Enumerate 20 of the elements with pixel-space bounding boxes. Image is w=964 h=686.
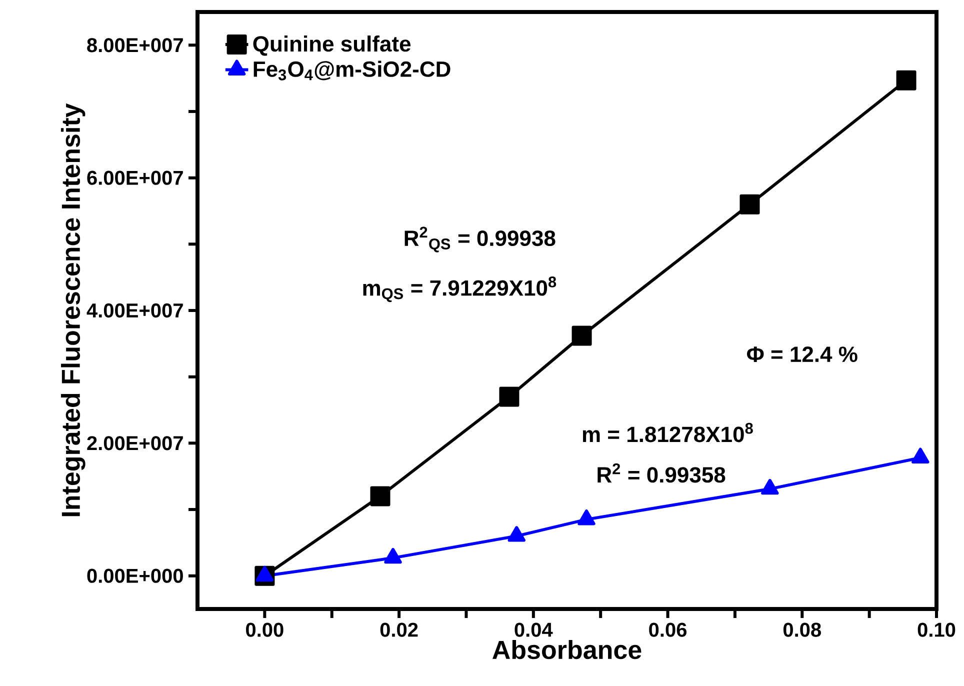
y-tick-label: 0.00E+000	[87, 568, 183, 583]
x-tick-label: 0.06	[649, 622, 687, 637]
annotation: R$^{2}$$_{QS}$ = 0.99938	[404, 226, 556, 252]
y-tick-label: 6.00E+007	[87, 170, 183, 185]
x-tick-label: 0.02	[380, 622, 418, 637]
legend-label: Fe$_{3}$O$_{4}$@m-SiO2-CD	[254, 60, 450, 80]
legend-label: Quinine sulfate	[253, 36, 411, 56]
annotation: Φ = 12.4 %	[747, 346, 858, 362]
x-tick-label: 0.08	[783, 622, 821, 637]
y-tick-label: 8.00E+007	[87, 38, 183, 52]
x-axis-title: Absorbance	[492, 640, 642, 660]
y-axis-title: Integrated Fluorescence Intensity	[60, 103, 86, 516]
x-tick-label: 0.10	[918, 622, 956, 637]
annotation: m = 1.81278X10$^{8}$	[582, 422, 753, 442]
y-tick-label: 4.00E+007	[86, 303, 183, 318]
annotation: m$_{QS}$ = 7.91229X10$^{8}$	[363, 276, 556, 302]
y-tick-label: 2.00E+007	[87, 436, 183, 450]
x-tick-label: 0.00	[246, 622, 284, 637]
annotation: R$^{2}$ = 0.99358	[598, 463, 726, 483]
x-tick-label: 0.04	[514, 622, 553, 637]
